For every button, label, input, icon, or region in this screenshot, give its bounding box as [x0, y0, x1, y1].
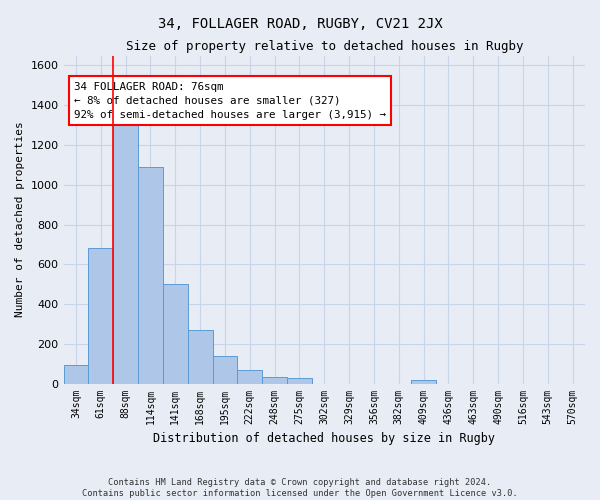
Bar [64, 364, 88, 384]
Bar [262, 376, 287, 384]
Title: Size of property relative to detached houses in Rugby: Size of property relative to detached ho… [125, 40, 523, 53]
Text: 34, FOLLAGER ROAD, RUGBY, CV21 2JX: 34, FOLLAGER ROAD, RUGBY, CV21 2JX [158, 18, 442, 32]
Bar [163, 284, 188, 384]
Bar [238, 370, 262, 384]
Text: 34 FOLLAGER ROAD: 76sqm
← 8% of detached houses are smaller (327)
92% of semi-de: 34 FOLLAGER ROAD: 76sqm ← 8% of detached… [74, 82, 386, 120]
Y-axis label: Number of detached properties: Number of detached properties [15, 122, 25, 318]
Bar [113, 117, 138, 384]
Bar [212, 356, 238, 384]
Bar [287, 378, 312, 384]
Bar [411, 380, 436, 384]
X-axis label: Distribution of detached houses by size in Rugby: Distribution of detached houses by size … [153, 432, 495, 445]
Bar [88, 248, 113, 384]
Bar [138, 167, 163, 384]
Bar [188, 330, 212, 384]
Text: Contains HM Land Registry data © Crown copyright and database right 2024.
Contai: Contains HM Land Registry data © Crown c… [82, 478, 518, 498]
